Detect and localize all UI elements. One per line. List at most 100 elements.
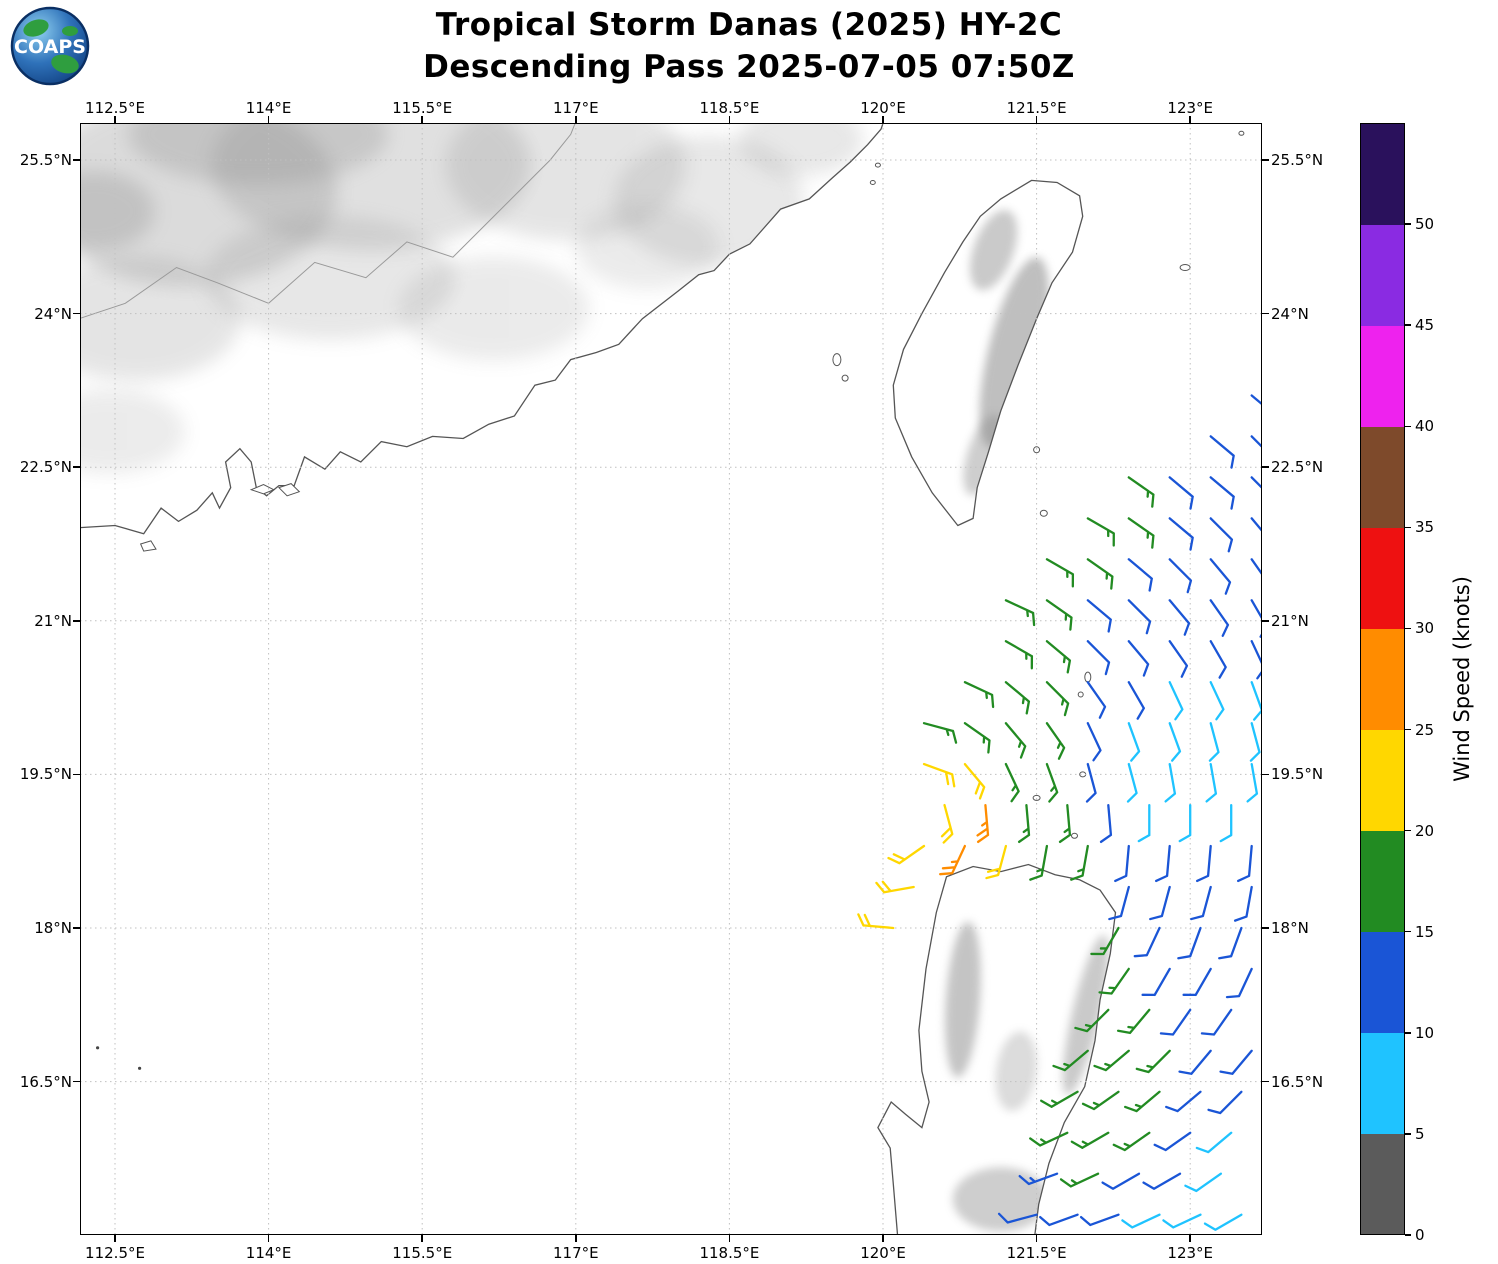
wind-barb xyxy=(1127,476,1155,508)
coaps-logo-text: COAPS xyxy=(14,36,86,58)
wind-barb xyxy=(1099,803,1113,844)
province-boundary xyxy=(63,108,582,325)
colorbar-tick-label: 40 xyxy=(1415,417,1435,436)
wind-barb xyxy=(1116,1008,1151,1035)
island xyxy=(1238,130,1245,136)
tick-mark xyxy=(1405,526,1411,529)
tick-mark xyxy=(421,1235,423,1242)
wind-barb xyxy=(1209,517,1234,553)
tick-mark xyxy=(73,927,80,929)
tick-mark xyxy=(73,312,80,315)
colorbar-tick-label: 35 xyxy=(1415,518,1435,537)
wind-barb xyxy=(1086,558,1114,590)
lat-tick-label-left: 25.5°N xyxy=(19,150,72,169)
tick-mark xyxy=(1405,627,1411,630)
lat-tick-label-right: 21°N xyxy=(1271,611,1309,630)
wind-barb xyxy=(1004,722,1027,759)
colorbar-segment xyxy=(1360,527,1405,629)
tick-mark xyxy=(421,116,423,123)
lon-tick-label-bottom: 114°E xyxy=(245,1244,292,1262)
lon-tick-label-bottom: 115.5°E xyxy=(392,1244,453,1262)
wind-barb xyxy=(857,913,895,930)
wind-barb xyxy=(1168,599,1191,636)
wind-barb xyxy=(1225,967,1253,999)
wind-barb xyxy=(1250,681,1264,721)
wind-barb xyxy=(1153,1131,1192,1152)
wind-barb xyxy=(922,722,958,744)
wind-barb xyxy=(1124,1090,1161,1113)
wind-barb xyxy=(1126,762,1138,803)
wind-barb xyxy=(963,722,991,754)
lat-tick-label-right: 24°N xyxy=(1271,304,1309,323)
wind-barb xyxy=(939,844,967,876)
wind-barb xyxy=(1168,558,1193,594)
wind-barb xyxy=(1058,803,1072,844)
wind-barb xyxy=(997,1212,1038,1224)
lat-tick-label-left: 24°N xyxy=(34,304,72,323)
wind-barb xyxy=(1018,1172,1059,1186)
wind-barb xyxy=(1207,1090,1243,1115)
wind-barb xyxy=(1114,844,1130,883)
wind-barb xyxy=(1074,1008,1110,1033)
wind-barb xyxy=(1233,885,1253,922)
colorbar-segment xyxy=(1360,325,1405,427)
colorbar-segment xyxy=(1360,1032,1405,1135)
tick-mark xyxy=(1035,116,1038,123)
wind-barb xyxy=(1086,681,1107,719)
colorbar-tick-label: 0 xyxy=(1415,1226,1425,1244)
wind-barb xyxy=(1004,599,1036,627)
colorbar-segment xyxy=(1360,1133,1405,1236)
wind-barb xyxy=(1209,435,1235,469)
wind-barb xyxy=(1090,926,1120,956)
wind-barb xyxy=(1250,394,1276,428)
island xyxy=(1039,509,1048,517)
island xyxy=(1077,691,1084,698)
wind-barb xyxy=(1154,844,1171,883)
colorbar-segment xyxy=(1360,628,1405,731)
wind-barb xyxy=(1250,476,1275,512)
coastline-taiwan xyxy=(892,179,1084,527)
colorbar-tick-label: 15 xyxy=(1415,922,1435,941)
tick-mark xyxy=(1262,1080,1269,1083)
tick-mark xyxy=(1035,1235,1038,1242)
lat-tick-label-left: 16.5°N xyxy=(19,1072,72,1091)
wind-barb xyxy=(1101,1172,1141,1190)
island xyxy=(1032,794,1041,801)
wind-barb xyxy=(1250,517,1273,554)
lat-tick-label-right: 22.5°N xyxy=(1271,458,1324,477)
wind-barbs-layer xyxy=(857,394,1276,1231)
wind-barb xyxy=(1209,599,1230,637)
wind-barb xyxy=(1209,681,1225,721)
wind-barb xyxy=(1249,722,1261,762)
colorbar-tick-label: 25 xyxy=(1415,720,1435,739)
island xyxy=(249,484,275,495)
islet-dot xyxy=(96,1046,100,1050)
tick-mark xyxy=(1262,620,1269,622)
tick-mark xyxy=(1405,1032,1411,1034)
wind-barb xyxy=(1085,762,1097,803)
lat-tick-label-right: 16.5°N xyxy=(1271,1072,1324,1091)
wind-barb xyxy=(1208,722,1220,762)
tick-mark xyxy=(1405,1234,1411,1236)
wind-barb xyxy=(1086,640,1111,676)
wind-barb xyxy=(1121,1213,1161,1229)
wind-barb xyxy=(1086,599,1112,633)
wind-barb xyxy=(1004,762,1020,803)
tick-mark xyxy=(114,116,116,123)
wind-barb xyxy=(1178,803,1192,843)
tick-mark xyxy=(114,1235,116,1242)
lon-tick-label-bottom: 118.5°E xyxy=(699,1244,760,1262)
wind-barb xyxy=(1149,885,1171,921)
tick-mark xyxy=(728,116,731,123)
wind-barb xyxy=(1142,1172,1182,1190)
island xyxy=(1033,446,1041,454)
tick-mark xyxy=(1189,1235,1191,1242)
tick-mark xyxy=(1262,159,1269,161)
lat-tick-label-left: 18°N xyxy=(34,918,72,937)
lat-tick-label-left: 21°N xyxy=(34,611,72,630)
coastline-china xyxy=(63,108,890,535)
coaps-logo: COAPS xyxy=(10,6,90,86)
landmass-china xyxy=(63,108,889,534)
wind-barb xyxy=(1182,967,1212,997)
lat-tick-label-left: 19.5°N xyxy=(19,765,72,784)
